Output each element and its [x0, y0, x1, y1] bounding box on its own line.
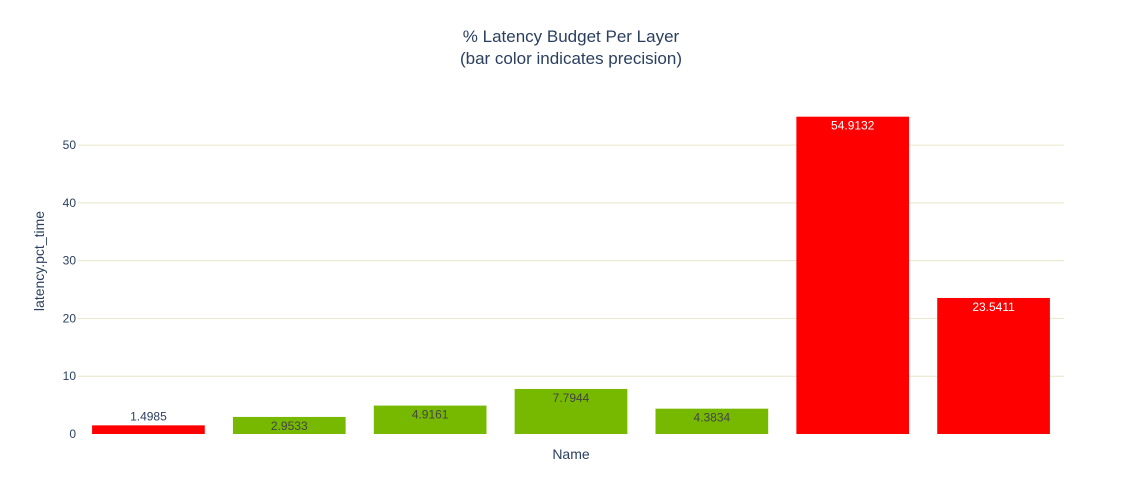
- bars: [92, 116, 1050, 434]
- chart-title-line1: % Latency Budget Per Layer: [463, 27, 680, 46]
- x-axis-title: Name: [552, 446, 590, 462]
- y-tick-label: 50: [63, 138, 77, 152]
- bar-value-label: 4.3834: [694, 411, 731, 425]
- gridlines: [78, 144, 1064, 377]
- y-axis-title: latency.pct_time: [31, 211, 47, 311]
- y-tick-label: 10: [63, 369, 77, 383]
- bar[interactable]: [655, 408, 769, 434]
- bar-value-labels: 1.4985 2.9533 4.9161 7.7944 4.3834 54.9132 23.…: [130, 119, 1015, 433]
- bar[interactable]: [937, 297, 1050, 434]
- bar-value-label: 4.9161: [412, 408, 449, 422]
- bar-value-label: 2.9533: [271, 419, 308, 433]
- bar-value-label: 23.5411: [972, 300, 1015, 314]
- y-axis-ticks: 0 10 20 30 40 50: [63, 138, 77, 441]
- bar-value-label: 54.9132: [831, 119, 875, 133]
- bar[interactable]: [373, 405, 487, 434]
- bar[interactable]: [796, 116, 910, 434]
- bar[interactable]: [92, 425, 205, 434]
- chart-title: % Latency Budget Per Layer (bar color in…: [460, 27, 682, 68]
- bar-value-label: 7.7944: [553, 391, 590, 405]
- bar[interactable]: [514, 388, 628, 434]
- y-tick-label: 30: [63, 254, 77, 268]
- bar-value-label: 1.4985: [130, 409, 167, 423]
- y-tick-label: 20: [63, 311, 77, 325]
- y-tick-label: 40: [63, 196, 77, 210]
- bar[interactable]: [232, 416, 346, 434]
- chart-title-line2: (bar color indicates precision): [460, 49, 682, 68]
- y-tick-label: 0: [69, 427, 76, 441]
